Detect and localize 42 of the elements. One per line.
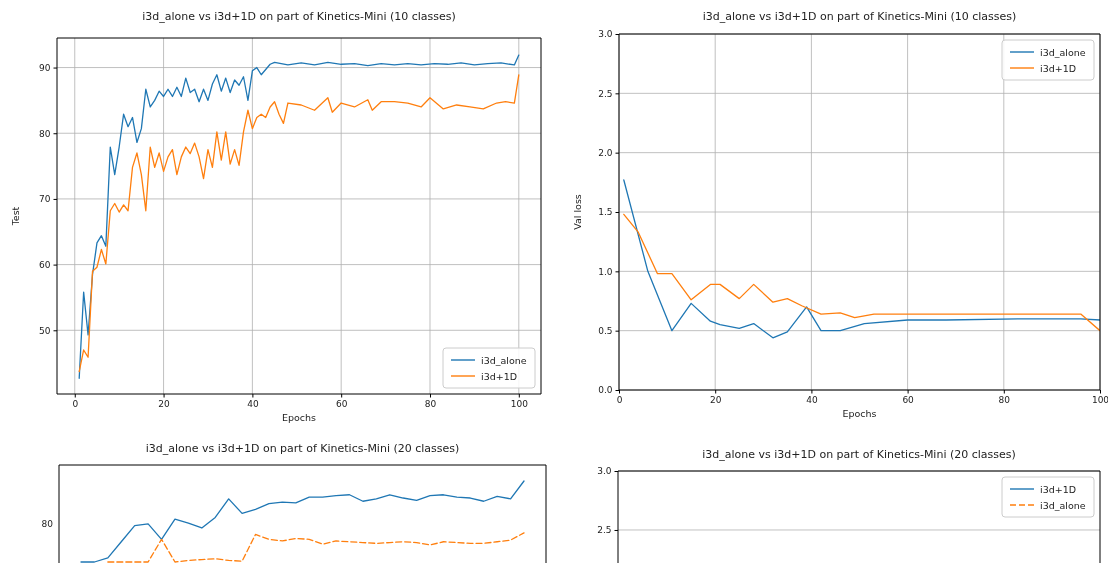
y-tick-label: 0.5 xyxy=(598,326,613,337)
x-tick-label: 80 xyxy=(998,394,1011,405)
legend-label: i3d_alone xyxy=(1040,46,1086,58)
legend-label: i3d+1D xyxy=(481,370,518,382)
line-series xyxy=(623,179,1100,339)
x-tick-label: 0 xyxy=(72,398,79,409)
y-tick-label: 2.5 xyxy=(597,525,612,536)
line-series xyxy=(623,213,1100,332)
y-tick-label: 50 xyxy=(39,325,51,336)
x-tick-label: 20 xyxy=(158,398,171,409)
x-tick-label: 100 xyxy=(1091,394,1108,405)
x-tick-label: 40 xyxy=(247,398,259,409)
legend-label: i3d_alone xyxy=(481,354,527,366)
x-tick-label: 60 xyxy=(335,398,348,409)
x-tick-label: 60 xyxy=(902,394,915,405)
legend-label: i3d+1D xyxy=(1040,62,1077,74)
y-tick-label: 70 xyxy=(39,194,51,205)
y-tick-label: 1.0 xyxy=(598,266,613,277)
x-tick-label: 80 xyxy=(424,398,437,409)
x-tick-label: 100 xyxy=(510,398,529,409)
chart-title: i3d_alone vs i3d+1D on part of Kinetics-Mini (10 classes) xyxy=(142,10,456,23)
y-tick-label: 80 xyxy=(39,128,51,139)
chart-title: i3d_alone vs i3d+1D on part of Kinetics-Mini (20 classes) xyxy=(145,442,460,455)
y-axis-title: Val loss xyxy=(572,194,583,230)
legend-label: i3d_alone xyxy=(1040,499,1086,511)
y-tick-label: 3.0 xyxy=(598,29,613,40)
x-axis-title: Epochs xyxy=(842,408,877,419)
y-tick-label: 3.0 xyxy=(597,466,612,477)
y-tick-label: 1.5 xyxy=(598,207,613,218)
y-axis-title: Test xyxy=(10,206,21,227)
x-tick-label: 0 xyxy=(616,394,623,405)
chart-title: i3d_alone vs i3d+1D on part of Kinetics-Mini (20 classes) xyxy=(702,448,1016,461)
y-tick-label: 2.0 xyxy=(598,148,613,159)
y-tick-label: 60 xyxy=(39,259,51,270)
x-tick-label: 40 xyxy=(806,394,818,405)
y-tick-label: 0.0 xyxy=(598,385,613,396)
y-tick-label: 90 xyxy=(39,62,51,73)
x-tick-label: 20 xyxy=(709,394,722,405)
x-axis-title: Epochs xyxy=(281,412,317,423)
legend-label: i3d+1D xyxy=(1040,483,1077,495)
y-tick-label: 2.5 xyxy=(598,88,613,99)
chart-title: i3d_alone vs i3d+1D on part of Kinetics-Mini (10 classes) xyxy=(702,10,1017,23)
